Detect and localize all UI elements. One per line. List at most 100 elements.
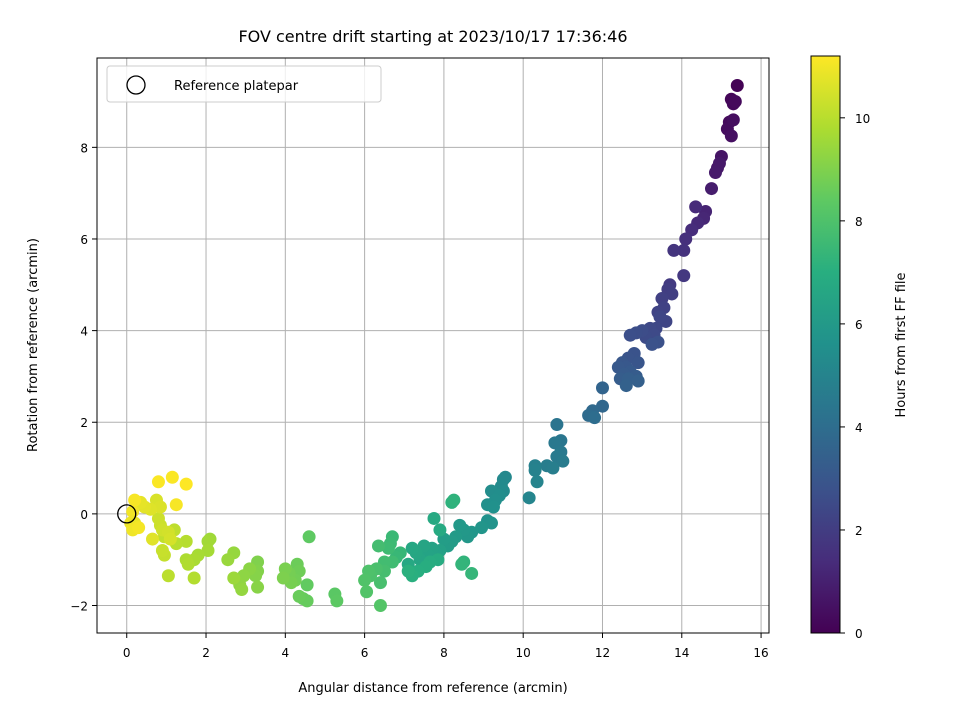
colorbar-tick-label: 0 <box>855 627 863 641</box>
data-point <box>433 523 447 537</box>
data-point <box>522 491 536 505</box>
data-point <box>151 475 165 489</box>
data-point <box>169 498 183 512</box>
data-point <box>128 493 142 507</box>
x-tick-label: 4 <box>281 646 289 660</box>
y-tick-label: 0 <box>80 508 88 522</box>
data-point <box>708 166 722 180</box>
legend: Reference platepar <box>106 65 382 103</box>
data-point <box>201 544 215 558</box>
colorbar-gradient <box>811 56 840 633</box>
data-point <box>677 243 691 257</box>
data-point <box>373 599 387 613</box>
colorbar-tick-label: 8 <box>855 215 863 229</box>
y-tick-label: 8 <box>80 141 88 155</box>
data-point <box>151 511 165 525</box>
y-axis-ticks: −2 0 2 4 6 8 <box>70 141 97 614</box>
y-tick-label: 2 <box>80 416 88 430</box>
data-point <box>546 461 560 475</box>
data-point <box>705 182 719 196</box>
x-tick-label: 16 <box>753 646 768 660</box>
data-point <box>302 530 316 544</box>
colorbar-label: Hours from first FF file <box>894 272 909 417</box>
legend-reference-marker <box>126 75 146 95</box>
colorbar-ticks: 0 2 4 6 8 10 <box>840 112 870 641</box>
data-point <box>358 573 372 587</box>
data-point <box>155 544 169 558</box>
data-point <box>227 571 241 585</box>
y-tick-label: −2 <box>70 600 88 614</box>
data-point <box>153 500 167 514</box>
y-axis-label: Rotation from reference (arcmin) <box>26 238 41 452</box>
legend-box <box>106 65 382 103</box>
colorbar: 0 2 4 6 8 10 Hours from first FF file <box>810 55 909 641</box>
data-point <box>276 571 290 585</box>
x-tick-label: 2 <box>202 646 210 660</box>
data-point <box>292 589 306 603</box>
data-point <box>667 243 681 257</box>
data-point <box>455 557 469 571</box>
data-point <box>179 477 193 491</box>
data-point <box>181 557 195 571</box>
data-point <box>530 475 544 489</box>
data-point <box>631 356 645 370</box>
data-point <box>401 564 415 578</box>
colorbar-frame <box>810 55 841 634</box>
data-point <box>595 381 609 395</box>
data-point <box>588 411 602 425</box>
data-point <box>486 500 500 514</box>
data-point <box>484 516 498 530</box>
plot-frame <box>96 57 770 634</box>
data-point <box>475 521 489 535</box>
x-tick-label: 10 <box>516 646 531 660</box>
colorbar-tick-label: 6 <box>855 318 863 332</box>
data-point <box>132 521 146 535</box>
data-point <box>330 594 344 608</box>
colorbar-tick-label: 2 <box>855 524 863 538</box>
data-point <box>689 200 703 214</box>
reference-platepar-point <box>117 504 137 524</box>
data-point <box>427 511 441 525</box>
x-tick-label: 6 <box>361 646 369 660</box>
legend-label: Reference platepar <box>174 79 299 94</box>
data-point <box>163 532 177 546</box>
x-tick-label: 0 <box>123 646 131 660</box>
data-point <box>631 374 645 388</box>
data-point <box>623 328 637 342</box>
data-point <box>201 534 215 548</box>
x-tick-label: 8 <box>440 646 448 660</box>
data-points <box>124 78 744 613</box>
data-point <box>653 310 667 324</box>
data-point <box>405 541 419 555</box>
data-point <box>595 399 609 413</box>
reference-marker <box>117 504 137 524</box>
y-tick-label: 4 <box>80 325 88 339</box>
x-tick-label: 14 <box>674 646 689 660</box>
data-point <box>447 493 461 507</box>
data-point <box>179 534 193 548</box>
data-point <box>146 532 160 546</box>
data-point <box>187 571 201 585</box>
x-tick-label: 12 <box>595 646 610 660</box>
data-point <box>528 463 542 477</box>
data-point <box>161 569 175 583</box>
data-point <box>728 95 742 109</box>
data-point <box>360 585 374 599</box>
data-point <box>371 539 385 553</box>
data-point <box>221 553 235 567</box>
data-point <box>645 337 659 351</box>
data-point <box>251 580 265 594</box>
data-point <box>724 129 738 143</box>
data-point <box>165 470 179 484</box>
data-point <box>453 518 467 532</box>
colorbar-tick-label: 4 <box>855 421 863 435</box>
data-point <box>679 232 693 246</box>
data-point <box>726 113 740 127</box>
data-point <box>665 287 679 301</box>
chart-title: FOV centre drift starting at 2023/10/17 … <box>238 27 627 46</box>
colorbar-tick-label: 10 <box>855 112 870 126</box>
data-point <box>730 78 744 92</box>
data-point <box>381 541 395 555</box>
x-axis-label: Angular distance from reference (arcmin) <box>298 681 567 696</box>
